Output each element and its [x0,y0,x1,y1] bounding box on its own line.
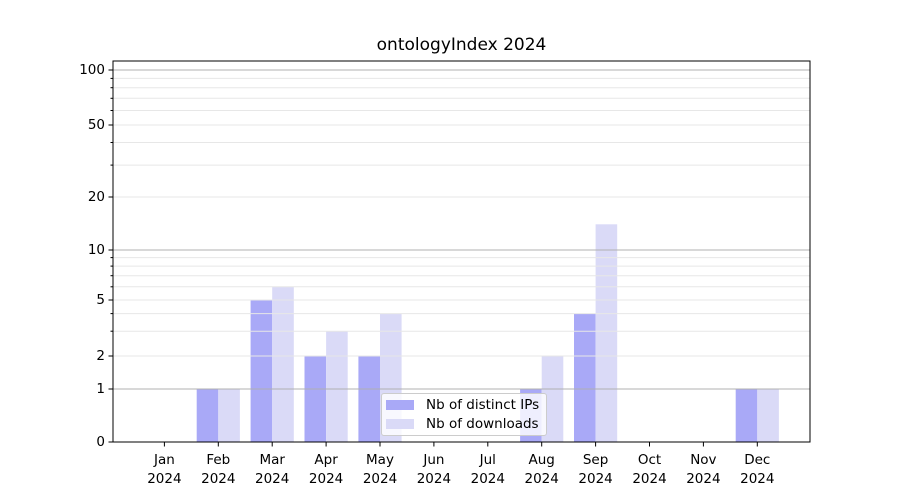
x-tick-label-jun: Jun 2024 [416,452,452,487]
y-tick-label-20: 20 [87,189,105,205]
legend-entry-distinct-ips: Nb of distinct IPs [386,396,546,414]
bar-downloads-aug [541,356,564,442]
bar-downloads-dec [757,389,779,442]
x-tick-label-sep: Sep 2024 [578,452,613,487]
x-tick-label-apr: Apr 2024 [308,452,344,487]
chart-title: ontologyIndex 2024 [376,35,547,55]
y-tick-label-5: 5 [96,292,105,308]
bar-downloads-apr [326,331,348,442]
x-tick-label-feb: Feb 2024 [201,452,236,487]
bar-distinct-ips-feb [196,389,219,442]
x-tick-label-aug: Aug 2024 [524,452,559,487]
legend-swatch-downloads [386,419,414,430]
legend: Nb of distinct IPs Nb of downloads [381,393,547,436]
legend-label-downloads: Nb of downloads [426,416,539,433]
bar-distinct-ips-sep [574,313,596,442]
legend-label-distinct-ips: Nb of distinct IPs [426,396,540,413]
bar-distinct-ips-dec [735,389,758,442]
x-tick-label-jan: Jan 2024 [147,452,182,487]
x-tick-label-dec: Dec 2024 [740,452,775,487]
bar-distinct-ips-may [358,356,380,442]
x-tick-label-oct: Oct 2024 [632,452,667,487]
bar-distinct-ips-apr [304,356,327,442]
y-tick-label-10: 10 [87,242,105,258]
x-tick-label-jul: Jul 2024 [470,452,505,487]
x-tick-label-nov: Nov 2024 [686,452,721,487]
y-tick-label-2: 2 [96,348,105,364]
legend-entry-downloads: Nb of downloads [386,415,546,433]
y-tick-label-100: 100 [79,62,105,78]
bar-downloads-feb [218,389,240,442]
y-tick-label-1: 1 [96,381,105,397]
bar-downloads-mar [272,286,294,442]
bar-downloads-sep [595,224,618,442]
y-tick-label-0: 0 [96,434,105,450]
legend-swatch-distinct-ips [386,399,414,410]
x-tick-label-mar: Mar 2024 [255,452,290,487]
x-tick-label-may: May 2024 [362,452,398,487]
plot-border [112,60,811,443]
bar-distinct-ips-mar [250,300,273,442]
y-tick-label-50: 50 [87,117,105,133]
